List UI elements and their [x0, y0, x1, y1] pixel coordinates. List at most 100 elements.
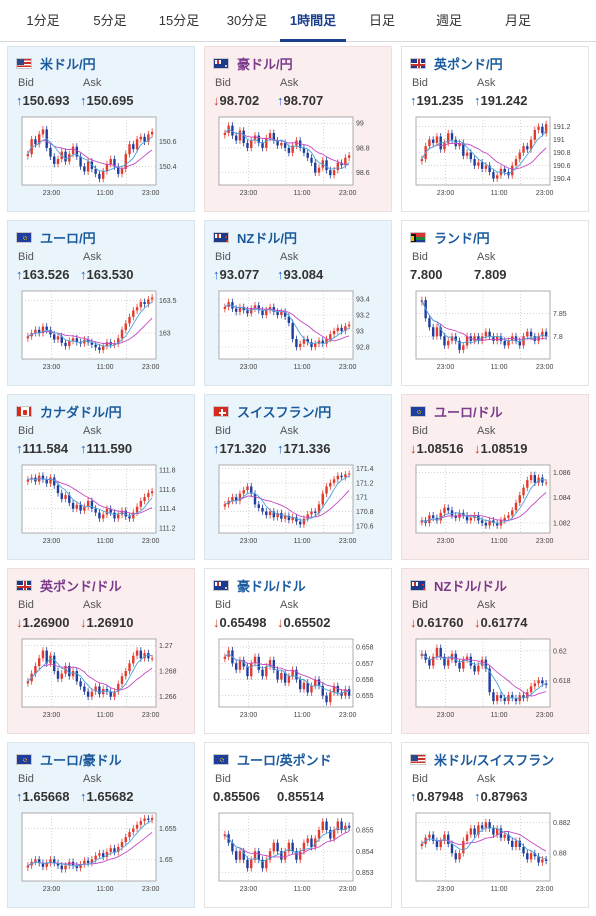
rate-card[interactable]: NZドル/ドル Bid Ask ↓0.61760 ↓0.61774 0.62 0.618 23… [401, 568, 589, 734]
candle-body [150, 658, 154, 660]
candle-body [302, 518, 306, 525]
candle-body [261, 507, 264, 512]
candlestick-chart[interactable]: 7.85 7.8 23:00 11:00 23:00 [412, 289, 584, 373]
candle-body [325, 695, 328, 703]
candle-body [231, 125, 234, 136]
candle-body [428, 318, 431, 328]
rate-card[interactable]: カナダドル/円 Bid Ask ↑111.584 ↑111.590 111.8 111.6 1… [7, 394, 195, 560]
candle-body [49, 859, 52, 864]
candle-body [49, 655, 52, 664]
candle-body [503, 517, 506, 521]
candlestick-chart[interactable]: 150.6 150.4 23:00 11:00 23:00 [18, 115, 190, 199]
candlestick-chart[interactable]: 1.086 1.084 1.082 23:00 11:00 23:00 [412, 463, 584, 547]
pair-name[interactable]: NZドル/ドル [434, 579, 507, 594]
ask-value: ↑163.530 [80, 267, 134, 282]
rate-card[interactable]: 英ポンド/ドル Bid Ask ↓1.26900 ↓1.26910 1.27 1.268 1.… [7, 568, 195, 734]
candle-body [317, 167, 321, 173]
candle-body [428, 139, 431, 147]
x-tick-label: 23:00 [142, 886, 160, 893]
candle-body [443, 142, 446, 150]
bid-price: 111.584 [22, 441, 69, 456]
rate-card[interactable]: 豪ドル/ドル Bid Ask ↓0.65498 ↓0.65502 0.658 0.657 0.… [204, 568, 392, 734]
x-tick-label: 23:00 [142, 712, 160, 719]
tab-1[interactable]: 5分足 [93, 13, 127, 28]
pair-name[interactable]: 米ドル/円 [40, 57, 96, 72]
ask-arrow-icon: ↑ [277, 267, 284, 282]
pair-name[interactable]: 豪ドル/ドル [237, 579, 306, 594]
candlestick-chart[interactable]: 99 98.8 98.6 23:00 11:00 23:00 [215, 115, 387, 199]
candle-body [223, 504, 227, 507]
candle-body [79, 156, 82, 167]
rate-card[interactable]: ユーロ/円 Bid Ask ↑163.526 ↑163.530 163.5 163 23:00… [7, 220, 195, 386]
tab-0[interactable]: 1分足 [26, 13, 60, 28]
pair-name[interactable]: カナダドル/円 [40, 405, 122, 420]
candle-body [94, 168, 97, 174]
candlestick-chart[interactable]: 93.4 93.2 93 92.8 23:00 11:00 23:00 [215, 289, 387, 373]
candle-body [529, 475, 533, 481]
candlestick-chart[interactable]: 0.62 0.618 23:00 11:00 23:00 [412, 637, 584, 721]
pair-name[interactable]: ユーロ/英ポンド [237, 753, 332, 768]
x-tick-label: 23:00 [43, 712, 61, 719]
candlestick-chart[interactable]: 0.882 0.88 23:00 11:00 23:00 [412, 811, 584, 895]
candlestick-chart[interactable]: 191.2 191 190.8 190.6 190.4 23:00 11:00 23:00 [412, 115, 584, 199]
pair-name[interactable]: ユーロ/豪ドル [40, 753, 122, 768]
pair-name[interactable]: ユーロ/ドル [434, 405, 503, 420]
x-tick-label: 11:00 [491, 364, 508, 371]
candlestick-chart[interactable]: 171.4 171.2 171 170.8 170.6 23:00 11:00 23:00 [215, 463, 387, 547]
candle-body [462, 345, 465, 350]
candle-body [347, 689, 351, 696]
candle-body [113, 159, 116, 167]
y-tick-label: 191.2 [553, 124, 571, 131]
pair-name[interactable]: NZドル/円 [237, 231, 297, 246]
rate-card[interactable]: ユーロ/英ポンド Bid Ask 0.85506 0.85514 0.855 0.854 0.… [204, 742, 392, 908]
tab-4[interactable]: 1時間足 [280, 0, 346, 42]
tab-5[interactable]: 日足 [368, 13, 395, 28]
pair-name[interactable]: 米ドル/スイスフラン [434, 753, 555, 768]
candle-body [473, 828, 476, 835]
pair-name[interactable]: 英ポンド/円 [434, 57, 503, 72]
rate-card[interactable]: スイスフラン/円 Bid Ask ↑171.320 ↑171.336 171.4 171.2… [204, 394, 392, 560]
rate-card[interactable]: 英ポンド/円 Bid Ask ↑191.235 ↑191.242 191.2 191 190.… [401, 46, 589, 212]
y-tick-label: 191 [553, 137, 565, 144]
candle-body [283, 851, 287, 860]
bid-value: ↓0.61760 [410, 615, 464, 630]
candlestick-chart[interactable]: 1.27 1.268 1.266 23:00 11:00 23:00 [18, 637, 190, 721]
x-tick-label: 23:00 [437, 712, 455, 719]
candlestick-chart[interactable]: 1.655 1.65 23:00 11:00 23:00 [18, 811, 190, 895]
x-tick-label: 11:00 [97, 190, 114, 197]
candlestick-chart[interactable]: 111.8 111.6 111.4 111.2 23:00 11:00 23:00 [18, 463, 190, 547]
ask-arrow-icon: ↓ [80, 615, 87, 630]
candle-body [522, 847, 525, 854]
bid-value: 7.800 [410, 267, 443, 282]
candle-body [465, 152, 469, 156]
pair-name[interactable]: ユーロ/円 [40, 231, 96, 246]
x-tick-label: 23:00 [43, 886, 61, 893]
pair-name[interactable]: ランド/円 [434, 231, 490, 246]
tab-3[interactable]: 30分足 [226, 13, 268, 28]
tab-7[interactable]: 月足 [504, 13, 531, 28]
pair-name[interactable]: スイスフラン/円 [237, 405, 332, 420]
candle-body [90, 859, 94, 864]
rate-card[interactable]: NZドル/円 Bid Ask ↑93.077 ↑93.084 93.4 93.2 93 92.8… [204, 220, 392, 386]
rate-card[interactable]: ランド/円 Bid Ask 7.800 7.809 7.85 7.8 23:00 11:00 23… [401, 220, 589, 386]
candle-body [541, 859, 544, 863]
rate-card[interactable]: 米ドル/円 Bid Ask ↑150.693 ↑150.695 150.6 150.4 23:… [7, 46, 195, 212]
rate-card[interactable]: 米ドル/スイスフラン Bid Ask ↑0.87948 ↑0.87963 0.882 0.8… [401, 742, 589, 908]
candle-body [253, 851, 257, 860]
candlestick-chart[interactable]: 0.855 0.854 0.853 23:00 11:00 23:00 [215, 811, 387, 895]
tab-2[interactable]: 15分足 [158, 13, 200, 28]
rate-card[interactable]: ユーロ/ドル Bid Ask ↓1.08516 ↓1.08519 1.086 1.084 1.… [401, 394, 589, 560]
ma-long-line [224, 128, 350, 166]
candle-body [431, 834, 435, 841]
x-tick-label: 23:00 [43, 190, 61, 197]
rate-card[interactable]: 豪ドル/円 Bid Ask ↓98.702 ↑98.707 99 98.8 98.6 23:00… [204, 46, 392, 212]
y-tick-label: 171 [356, 495, 368, 502]
pair-name[interactable]: 英ポンド/ドル [40, 579, 122, 594]
candlestick-chart[interactable]: 163.5 163 23:00 11:00 23:00 [18, 289, 190, 373]
tab-6[interactable]: 週足 [435, 13, 462, 28]
x-tick-label: 23:00 [240, 886, 258, 893]
bid-label: Bid [18, 77, 34, 89]
candlestick-chart[interactable]: 0.658 0.657 0.656 0.655 23:00 11:00 23:00 [215, 637, 387, 721]
pair-name[interactable]: 豪ドル/円 [237, 57, 293, 72]
rate-card[interactable]: ユーロ/豪ドル Bid Ask ↑1.65668 ↑1.65682 1.655 1.65 23… [7, 742, 195, 908]
